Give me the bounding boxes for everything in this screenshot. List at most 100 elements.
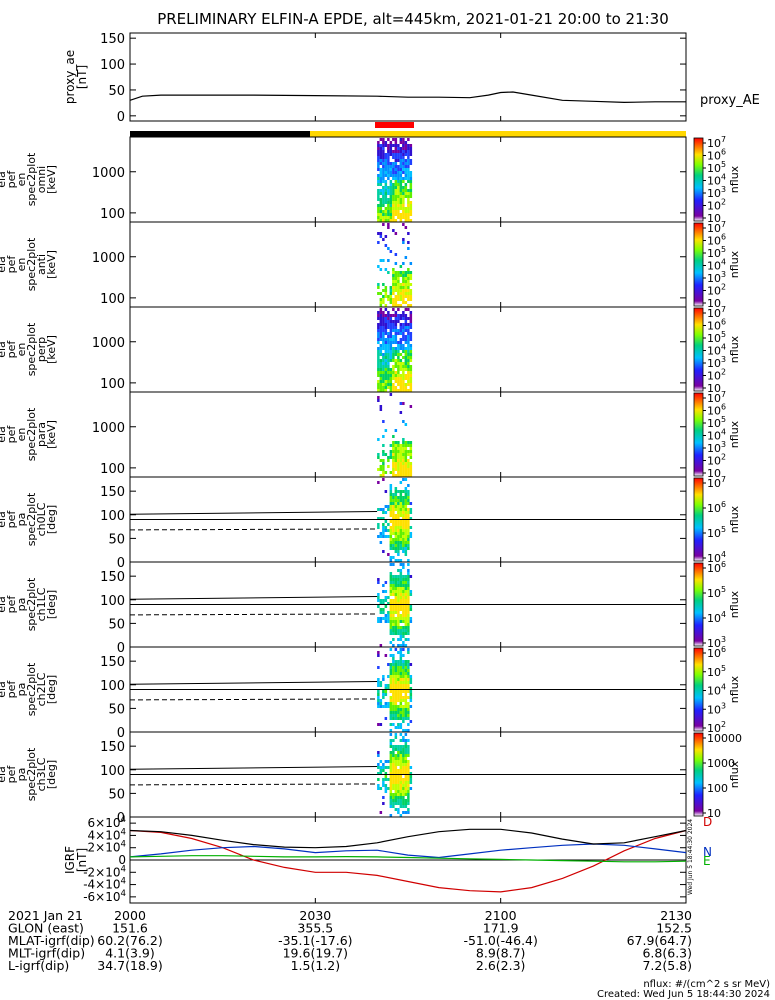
ephemeris-value: 1.5(1.2) — [291, 958, 341, 973]
spectrogram-cell — [392, 441, 395, 444]
y-tick-label: 50 — [108, 532, 125, 547]
spectrogram-cell — [384, 702, 388, 705]
spectrogram-cell — [392, 556, 395, 559]
spectrogram-cell — [402, 274, 405, 277]
spectrogram-cell — [399, 147, 403, 150]
spectrogram-cell — [409, 289, 413, 292]
spectrogram-cell — [409, 532, 413, 535]
spectrogram-cell — [387, 162, 390, 165]
spectrogram-cell — [399, 693, 403, 696]
spectrogram-cell — [377, 787, 380, 790]
spectrogram-cell — [387, 596, 390, 599]
spectrogram-cell — [397, 277, 400, 280]
spectrogram-cell — [382, 314, 385, 317]
spectrogram-cell — [402, 711, 405, 714]
spectrogram-cell — [402, 578, 405, 581]
spectrogram-cell — [394, 192, 398, 195]
spectrogram-cell — [387, 602, 390, 605]
spectrogram-cell — [407, 147, 410, 150]
spectrogram-cell — [399, 593, 403, 596]
spectrogram-cell — [382, 353, 385, 356]
spectrogram-cell — [384, 159, 388, 162]
spectrogram-cell — [402, 772, 405, 775]
ephemeris-value: 34.7(18.9) — [97, 958, 162, 973]
spectrogram-cell — [404, 468, 408, 471]
spectrogram-cell — [409, 262, 413, 265]
spectrogram-cell — [379, 617, 383, 620]
spectrogram-cell — [409, 347, 413, 350]
spectrogram-cell — [387, 766, 390, 769]
spectrogram-cell — [407, 596, 410, 599]
spectrogram-cell — [377, 204, 380, 207]
spectrogram-cell — [399, 326, 403, 329]
spectrogram-cell — [392, 541, 395, 544]
spectrogram-cell — [404, 338, 408, 341]
spectrogram-cell — [404, 541, 408, 544]
spectrogram-cell — [407, 632, 410, 635]
spectrogram-cell — [394, 745, 398, 748]
y-axis-label: elapefenspec2plotanti[keV] — [0, 237, 58, 291]
spectrogram-cell — [387, 147, 390, 150]
spectrogram-cell — [409, 511, 413, 514]
spectrogram-cell — [379, 159, 383, 162]
spectrogram-cell — [397, 614, 400, 617]
spectrogram-cell — [402, 338, 405, 341]
y-tick-label: 100 — [100, 509, 125, 524]
spectrogram-cell — [394, 174, 398, 177]
spectrogram-cell — [404, 301, 408, 304]
spectrogram-cell — [377, 778, 380, 781]
spectrogram-cell — [394, 329, 398, 332]
spectrogram-cell — [397, 690, 400, 693]
panel-en_anti: 1001000elapefenspec2plotanti[keV]1010210… — [0, 220, 741, 310]
spectrogram-cell — [404, 696, 408, 699]
spectrogram-cell — [377, 286, 380, 289]
spectrogram-cell — [399, 292, 403, 295]
spectrogram-cell — [387, 150, 390, 153]
spectrogram-cell — [397, 174, 400, 177]
spectrogram-cell — [389, 760, 393, 763]
spectrogram-cell — [402, 687, 405, 690]
spectrogram-cell — [377, 374, 380, 377]
spectrogram-cell — [399, 359, 403, 362]
spectrogram-cell — [392, 672, 395, 675]
spectrogram-cell — [377, 323, 380, 326]
colorbar-tick-label: 107 — [707, 220, 726, 235]
colorbar-tick-label: 104 — [707, 258, 726, 273]
spectrogram-cell — [402, 383, 405, 386]
spectrogram-cell — [384, 760, 388, 763]
spectrogram-cell — [387, 153, 390, 156]
spectrogram-cell — [404, 644, 408, 647]
spectrogram-cell — [389, 356, 393, 359]
spectrogram-cell — [387, 787, 390, 790]
spectrogram-cell — [392, 620, 395, 623]
spectrogram-cell — [389, 484, 393, 487]
spectrogram-cell — [394, 195, 398, 198]
spectrogram-cell — [377, 383, 380, 386]
spectrogram-cell — [402, 141, 405, 144]
series-line-E — [129, 855, 687, 863]
spectrogram-cell — [407, 578, 410, 581]
spectrogram-cell — [394, 711, 398, 714]
spectrogram-cell — [394, 769, 398, 772]
spectrogram-cell — [384, 165, 388, 168]
spectrogram-cell — [377, 341, 380, 344]
spectrogram-cell — [379, 332, 383, 335]
spectrogram-cell — [407, 347, 410, 350]
spectrogram-cell — [407, 153, 410, 156]
colorbar-tick-label: 104 — [707, 610, 726, 625]
spectrogram-cell — [384, 620, 388, 623]
spectrogram-cell — [394, 578, 398, 581]
spectrogram-cell — [399, 192, 403, 195]
spectrogram-cell — [399, 572, 403, 575]
spectrogram-cell — [392, 796, 395, 799]
spectrogram-cell — [389, 757, 393, 760]
spectrogram-cell — [389, 578, 393, 581]
spectrogram-cell — [384, 377, 388, 380]
spectrogram-cell — [387, 156, 390, 159]
spectrogram-cell — [392, 751, 395, 754]
spectrogram-cell — [389, 754, 393, 757]
spectrogram-cell — [387, 465, 390, 468]
spectrogram-cell — [382, 584, 385, 587]
spectrogram-cell — [402, 286, 405, 289]
spectrogram-cell — [382, 144, 385, 147]
